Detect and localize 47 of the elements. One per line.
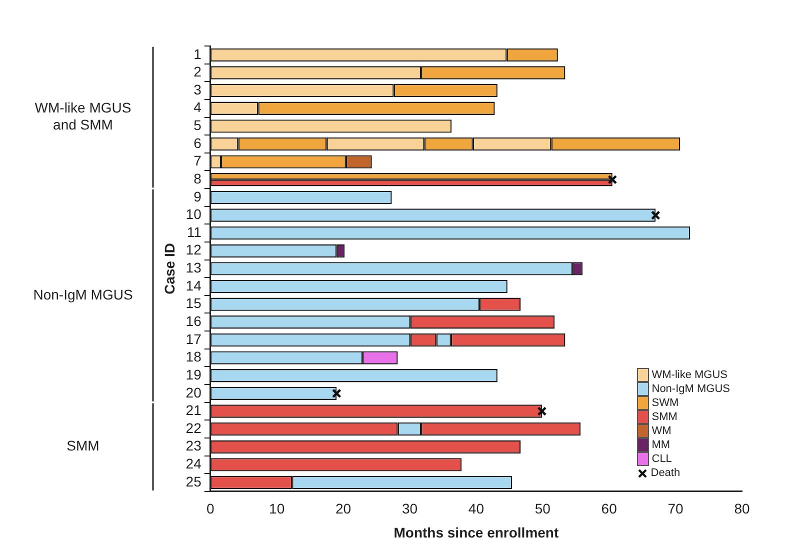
- y-tick-label: 23: [186, 438, 202, 454]
- x-tick-label: 40: [468, 500, 484, 517]
- legend-label: SWM: [652, 396, 679, 410]
- y-tick-label: 21: [186, 402, 202, 418]
- legend-label: MM: [652, 438, 670, 452]
- legend-label: Death: [650, 466, 680, 480]
- x-tick-label: 70: [668, 500, 684, 517]
- y-tick-label: 9: [194, 188, 202, 204]
- y-tick-label: 20: [186, 384, 202, 400]
- text: Non-IgM MGUS: [33, 286, 133, 302]
- y-tick-label: 11: [186, 224, 202, 240]
- y-tick-label: 13: [186, 260, 202, 276]
- text: WM-like MGUS and SMM: [34, 100, 132, 133]
- legend-label: WM-like MGUS: [652, 368, 728, 382]
- y-tick-label: 15: [186, 295, 202, 312]
- legend-label: WM: [652, 424, 672, 438]
- x-tick-label: 20: [335, 500, 352, 517]
- y-tick-label: 5: [194, 117, 202, 134]
- x-tick-label: 30: [402, 500, 418, 517]
- y-tick-label: 1: [194, 46, 202, 62]
- x-tick-label: 10: [269, 500, 285, 517]
- y-tick-label: 12: [186, 242, 202, 258]
- y-tick-label: 6: [194, 134, 202, 151]
- y-tick-label: 8: [194, 170, 202, 186]
- x-axis-title: Months since enrollment: [394, 524, 559, 540]
- y-tick-label: 2: [194, 64, 202, 80]
- y-tick-label: 19: [186, 366, 202, 382]
- x-tick-label: 50: [534, 500, 551, 517]
- legend-label: CLL: [652, 452, 672, 466]
- y-axis-title: Case ID: [161, 243, 178, 294]
- y-tick-label: 25: [186, 473, 202, 490]
- legend-label: Non-IgM MGUS: [652, 382, 730, 396]
- y-tick-label: 10: [186, 206, 202, 222]
- y-tick-label: 7: [194, 152, 202, 169]
- y-tick-label: 17: [186, 330, 202, 347]
- y-tick-label: 18: [186, 348, 202, 365]
- x-tick-label: 80: [734, 500, 750, 517]
- x-tick-label: 0: [206, 500, 214, 517]
- y-tick-label: 22: [186, 420, 202, 436]
- x-tick-label: 60: [601, 500, 618, 517]
- legend-label: SMM: [652, 410, 678, 424]
- y-tick-label: 14: [186, 277, 202, 294]
- y-tick-label: 16: [186, 313, 202, 330]
- y-tick-label: 3: [194, 81, 202, 98]
- y-tick-label: 4: [194, 99, 202, 116]
- text: SMM: [66, 438, 100, 454]
- y-tick-label: 24: [186, 456, 202, 472]
